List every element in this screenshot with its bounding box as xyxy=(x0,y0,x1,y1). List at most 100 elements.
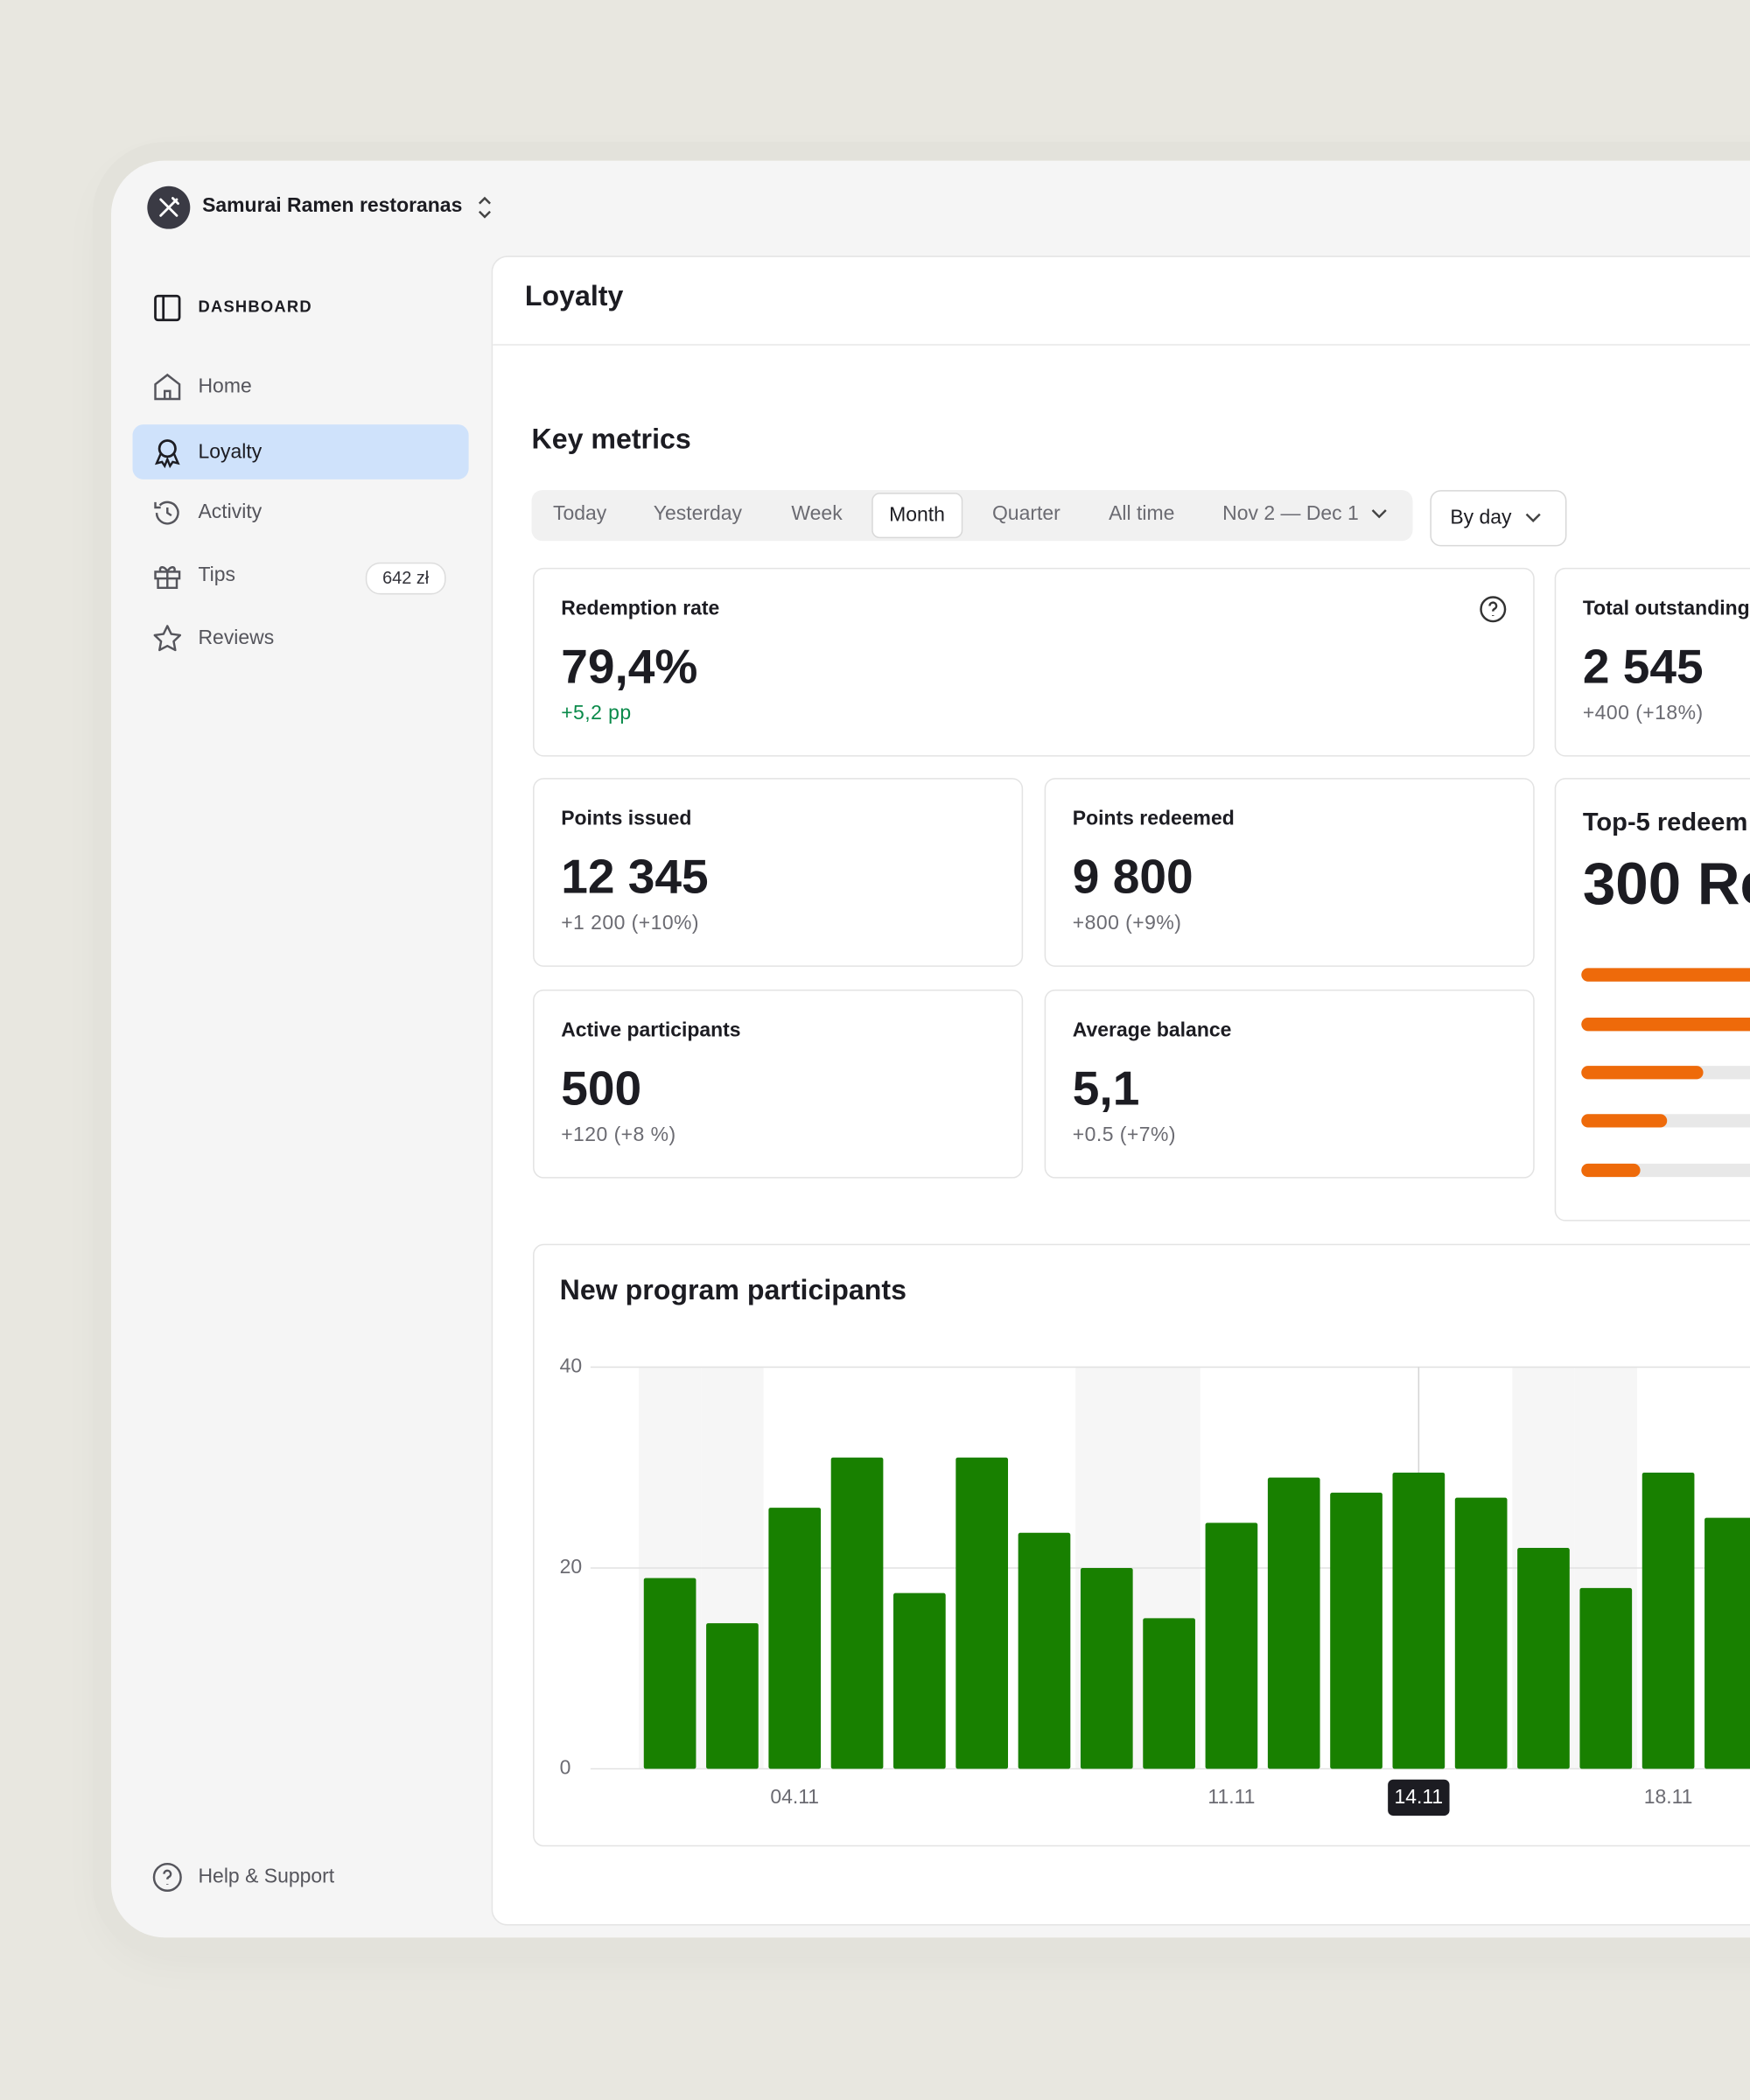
chart-title: New program participants xyxy=(560,1274,906,1306)
metric-card: Redemption rate 79,4% +5,2 pp xyxy=(533,567,1535,757)
bar xyxy=(1143,1618,1195,1769)
metric-value: 2 545 xyxy=(1582,638,1704,694)
top-card-value: 300 Re xyxy=(1582,851,1750,918)
help-link[interactable]: Help & Support xyxy=(132,1849,468,1904)
metric-card: Active participants 500 +120 (+8 %) xyxy=(533,989,1024,1179)
bar xyxy=(1330,1492,1382,1769)
workspace-name[interactable]: Samurai Ramen restoranas xyxy=(202,193,463,217)
nav-item[interactable]: Reviews xyxy=(132,611,468,666)
bar xyxy=(643,1578,696,1769)
bar xyxy=(1080,1567,1133,1769)
nav-label: Loyalty xyxy=(198,440,262,464)
logo-icon xyxy=(159,197,179,217)
metric-label: Total outstanding xyxy=(1582,597,1750,620)
metric-label: Points redeemed xyxy=(1072,807,1235,830)
workspace-switch[interactable] xyxy=(475,195,494,220)
metric-value: 500 xyxy=(561,1060,642,1116)
group-by-label: By day xyxy=(1450,506,1512,529)
metric-value: 5,1 xyxy=(1072,1060,1140,1116)
metric-delta: +5,2 pp xyxy=(561,701,632,724)
nav-item[interactable]: Loyalty xyxy=(132,424,469,480)
x-tick-label: 04.11 xyxy=(770,1785,819,1808)
bar xyxy=(1205,1522,1258,1769)
progress-track xyxy=(1581,1163,1750,1178)
metric-card: Average balance 5,1 +0.5 (+7%) xyxy=(1044,989,1535,1179)
bar xyxy=(1018,1532,1071,1769)
metric-value: 79,4% xyxy=(561,638,698,694)
group-by[interactable]: By day xyxy=(1430,490,1567,547)
metric-card: Points issued 12 345 +1 200 (+10%) xyxy=(533,778,1024,967)
progress-fill xyxy=(1581,968,1750,982)
section-label: DASHBOARD xyxy=(198,297,312,317)
bar xyxy=(768,1508,822,1769)
x-tick-label: 11.11 xyxy=(1208,1785,1255,1808)
period-tab[interactable]: All time xyxy=(1109,501,1175,525)
y-tick-label: 0 xyxy=(560,1756,571,1779)
bar xyxy=(1454,1497,1508,1769)
period-tab[interactable]: Today xyxy=(553,501,607,525)
progress-track xyxy=(1581,968,1750,982)
workspace-logo xyxy=(147,186,191,229)
home-icon xyxy=(154,373,181,401)
bar xyxy=(1579,1587,1633,1769)
metric-label: Active participants xyxy=(561,1018,741,1042)
activity-icon xyxy=(154,500,179,525)
metric-value: 12 345 xyxy=(561,849,709,904)
progress-fill xyxy=(1581,1066,1704,1080)
nav-item[interactable]: Home xyxy=(132,359,468,414)
bar xyxy=(1392,1472,1446,1769)
divider xyxy=(493,344,1750,346)
progress-track xyxy=(1581,1066,1750,1080)
progress-track xyxy=(1581,1114,1750,1128)
bar xyxy=(956,1457,1009,1769)
period-tabs xyxy=(531,490,1413,542)
nav-label: Home xyxy=(198,374,252,398)
help-icon xyxy=(152,1862,182,1893)
nav-label: Tips xyxy=(198,564,235,587)
top-card-label: Top-5 redeem xyxy=(1582,808,1748,837)
bar xyxy=(1704,1517,1750,1769)
page-title: Loyalty xyxy=(524,281,624,312)
top-card: Top-5 redeem 300 Re xyxy=(1554,778,1750,1222)
metric-delta: +400 (+18%) xyxy=(1582,701,1704,724)
nav-label: Activity xyxy=(198,500,262,524)
nav-item[interactable]: Activity xyxy=(132,485,468,540)
period-tab[interactable]: Yesterday xyxy=(653,501,743,525)
bar xyxy=(1517,1548,1570,1769)
metric-card: Total outstanding 2 545 +400 (+18%) xyxy=(1554,567,1750,757)
bar xyxy=(706,1623,759,1769)
y-tick-label: 40 xyxy=(560,1354,583,1376)
reviews-icon xyxy=(153,625,182,652)
progress-fill xyxy=(1581,1163,1641,1178)
y-tick-label: 20 xyxy=(560,1555,583,1578)
period-tab[interactable]: Month xyxy=(872,493,962,539)
date-range[interactable]: Nov 2 — Dec 1 xyxy=(1222,501,1359,525)
chevron xyxy=(1525,513,1541,523)
chart: New program participants 0 20 40 04.11 11.11… xyxy=(560,1274,1750,1816)
info-icon[interactable] xyxy=(1478,594,1508,624)
metric-delta: +1 200 (+10%) xyxy=(561,912,700,935)
metric-delta: +800 (+9%) xyxy=(1072,912,1182,935)
chevron xyxy=(1371,509,1387,519)
section-title: Key metrics xyxy=(531,424,691,456)
x-tick-highlight xyxy=(1388,1779,1450,1816)
metric-delta: +0.5 (+7%) xyxy=(1072,1123,1176,1146)
metric-label: Redemption rate xyxy=(561,597,720,620)
progress-track xyxy=(1581,1018,1750,1032)
x-tick-label: 18.11 xyxy=(1644,1785,1693,1808)
progress-fill xyxy=(1581,1018,1750,1032)
period-tab[interactable]: Quarter xyxy=(991,501,1060,525)
dashboard-icon xyxy=(154,294,181,322)
x-tick-label: 14.11 xyxy=(1395,1785,1444,1808)
progress-fill xyxy=(1581,1114,1668,1128)
nav-item[interactable]: Tips 642 zł xyxy=(132,548,468,603)
metric-card: Points redeemed 9 800 +800 (+9%) xyxy=(1044,778,1535,967)
bar xyxy=(1267,1477,1320,1769)
metric-value: 9 800 xyxy=(1072,849,1194,904)
bar xyxy=(893,1592,946,1769)
period-tab[interactable]: Week xyxy=(791,501,843,525)
bar xyxy=(830,1457,884,1769)
metric-label: Points issued xyxy=(561,807,692,830)
